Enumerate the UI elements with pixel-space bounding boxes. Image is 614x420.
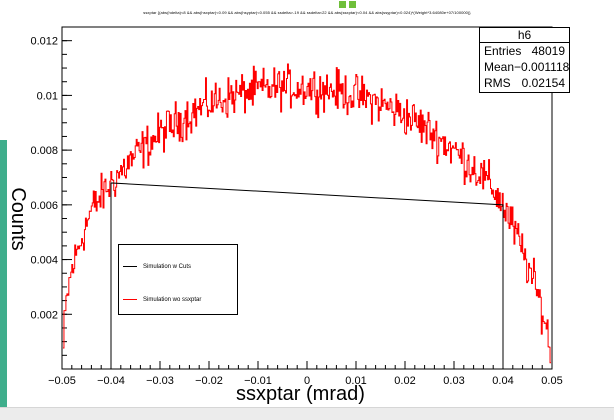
status-bar [0, 407, 614, 420]
y-tick-label: 0.01 [37, 90, 58, 102]
series-w-cuts [110, 182, 504, 369]
stats-histogram-name: h6 [480, 28, 569, 43]
x-tick-label: 0.02 [394, 375, 415, 387]
series-layer [62, 63, 552, 369]
plot-title: ssxptar {(abs(hdelta)<8 && abs(hsxptar)<… [143, 10, 471, 15]
stats-value: −0.001118 [514, 60, 570, 74]
side-accent-strip [0, 140, 7, 410]
x-tick-label: 0.05 [541, 375, 562, 387]
toolbar-icons [339, 1, 357, 9]
stats-label: RMS [484, 76, 511, 90]
series-wo-ssxptar [62, 63, 552, 364]
legend-swatch [123, 266, 137, 267]
x-tick-label: −0.05 [48, 375, 76, 387]
legend-swatch [123, 299, 137, 300]
toolbar-icon-a[interactable] [339, 1, 346, 8]
y-tick-label: 0.008 [30, 145, 58, 157]
x-tick-label: 0.04 [492, 375, 513, 387]
x-tick-label: 0.01 [345, 375, 366, 387]
legend-item-w-cuts: Simulation w Cuts [119, 262, 237, 272]
x-tick-label: −0.03 [146, 375, 174, 387]
stats-value: 48019 [531, 44, 565, 58]
stats-row-rms: RMS 0.02154 [480, 75, 569, 91]
stats-label: Entries [484, 44, 522, 58]
x-axis-title: ssxptar (mrad) [236, 383, 365, 405]
legend-label: Simulation wo ssxptar [143, 297, 202, 303]
x-axis: −0.05 −0.04 −0.03 −0.02 −0.01 0 0.01 0.02 0.03 0.… [48, 361, 563, 387]
x-tick-label: −0.04 [97, 375, 125, 387]
legend: Simulation w Cuts Simulation wo ssxptar [118, 244, 238, 315]
y-tick-label: 0.006 [30, 200, 58, 212]
y-axis: 0.002 0.004 0.006 0.008 0.01 0.012 [30, 36, 72, 356]
x-tick-label: 0 [304, 375, 310, 387]
y-tick-label: 0.004 [30, 255, 58, 267]
stats-row-mean: Mean −0.001118 [480, 59, 569, 75]
stats-label: Mean [484, 60, 515, 74]
y-tick-label: 0.002 [30, 309, 58, 321]
stats-value: 0.02154 [521, 76, 565, 90]
x-tick-label: 0.03 [443, 375, 464, 387]
legend-item-wo-ssxptar: Simulation wo ssxptar [119, 295, 237, 305]
legend-label: Simulation w Cuts [143, 264, 192, 270]
stats-box: h6 Entries 48019 Mean −0.001118 RMS 0.02… [479, 27, 570, 93]
x-tick-label: −0.01 [244, 375, 272, 387]
stats-row-entries: Entries 48019 [480, 43, 569, 59]
toolbar-icon-b[interactable] [349, 1, 356, 8]
y-axis-title: Counts [7, 187, 29, 251]
y-tick-label: 0.012 [30, 36, 58, 48]
x-tick-label: −0.02 [195, 375, 223, 387]
